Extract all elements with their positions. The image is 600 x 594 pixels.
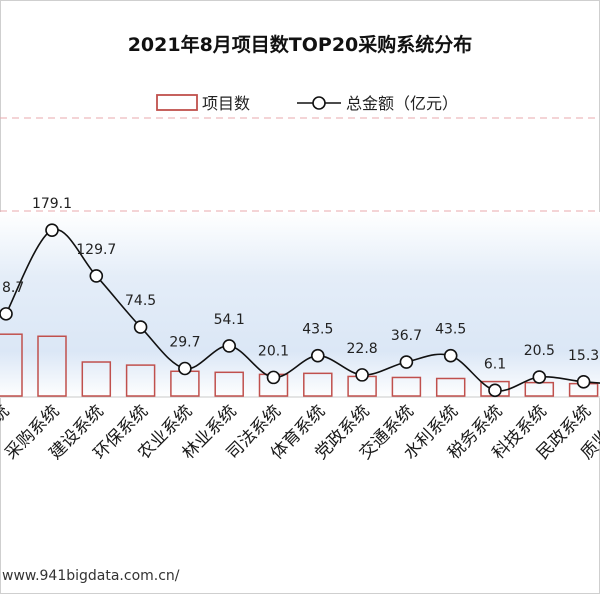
chart-title: 2021年8月项目数TOP20采购系统分布 xyxy=(127,34,473,56)
point-12 xyxy=(532,370,547,384)
data-label-11: 6.1 xyxy=(484,356,506,372)
point-11 xyxy=(488,383,502,398)
bar-9 xyxy=(391,376,422,397)
data-label-5: 54.1 xyxy=(214,312,245,328)
data-label-12: 20.5 xyxy=(524,343,555,359)
legend-bar-label: 项目数 xyxy=(202,94,250,113)
point-10 xyxy=(443,348,458,363)
data-label-13: 15.3 xyxy=(568,348,599,364)
data-label-7: 43.5 xyxy=(302,322,333,338)
tick-label-leading-partial: 统 xyxy=(0,401,14,427)
point-3 xyxy=(133,320,148,334)
point-leading-partial xyxy=(0,307,13,321)
bar-10 xyxy=(435,377,466,397)
bar-7 xyxy=(303,372,333,397)
data-label-4: 29.7 xyxy=(169,334,200,350)
point-9 xyxy=(399,355,414,369)
amount-line xyxy=(5,228,600,392)
data-label-9: 36.7 xyxy=(391,328,422,344)
point-4 xyxy=(178,361,192,376)
legend-line-marker xyxy=(312,96,326,110)
point-2 xyxy=(89,269,104,283)
legend-bar-swatch xyxy=(156,94,198,111)
data-label-2: 129.7 xyxy=(76,242,116,258)
bar-5 xyxy=(214,371,244,397)
data-label-8: 22.8 xyxy=(347,341,378,357)
data-label-1: 179.1 xyxy=(32,196,72,212)
point-8 xyxy=(355,368,369,382)
point-7 xyxy=(310,348,325,363)
data-label-6: 20.1 xyxy=(258,343,289,359)
bar-leading-partial xyxy=(0,333,23,397)
plot-background-band xyxy=(0,212,600,398)
data-label-10: 43.5 xyxy=(435,322,466,338)
data-label-3: 74.5 xyxy=(125,293,156,309)
bar-3 xyxy=(125,364,156,397)
point-5 xyxy=(222,339,236,353)
point-6 xyxy=(266,370,281,385)
legend-line-label: 总金额（亿元） xyxy=(346,94,458,113)
bar-1 xyxy=(37,335,67,397)
source-url: www.941bigdata.com.cn/ xyxy=(2,568,180,584)
data-label-leading-partial: 8.7 xyxy=(2,280,24,296)
point-1 xyxy=(45,223,59,237)
bar-2 xyxy=(81,361,112,397)
point-13 xyxy=(576,375,591,389)
